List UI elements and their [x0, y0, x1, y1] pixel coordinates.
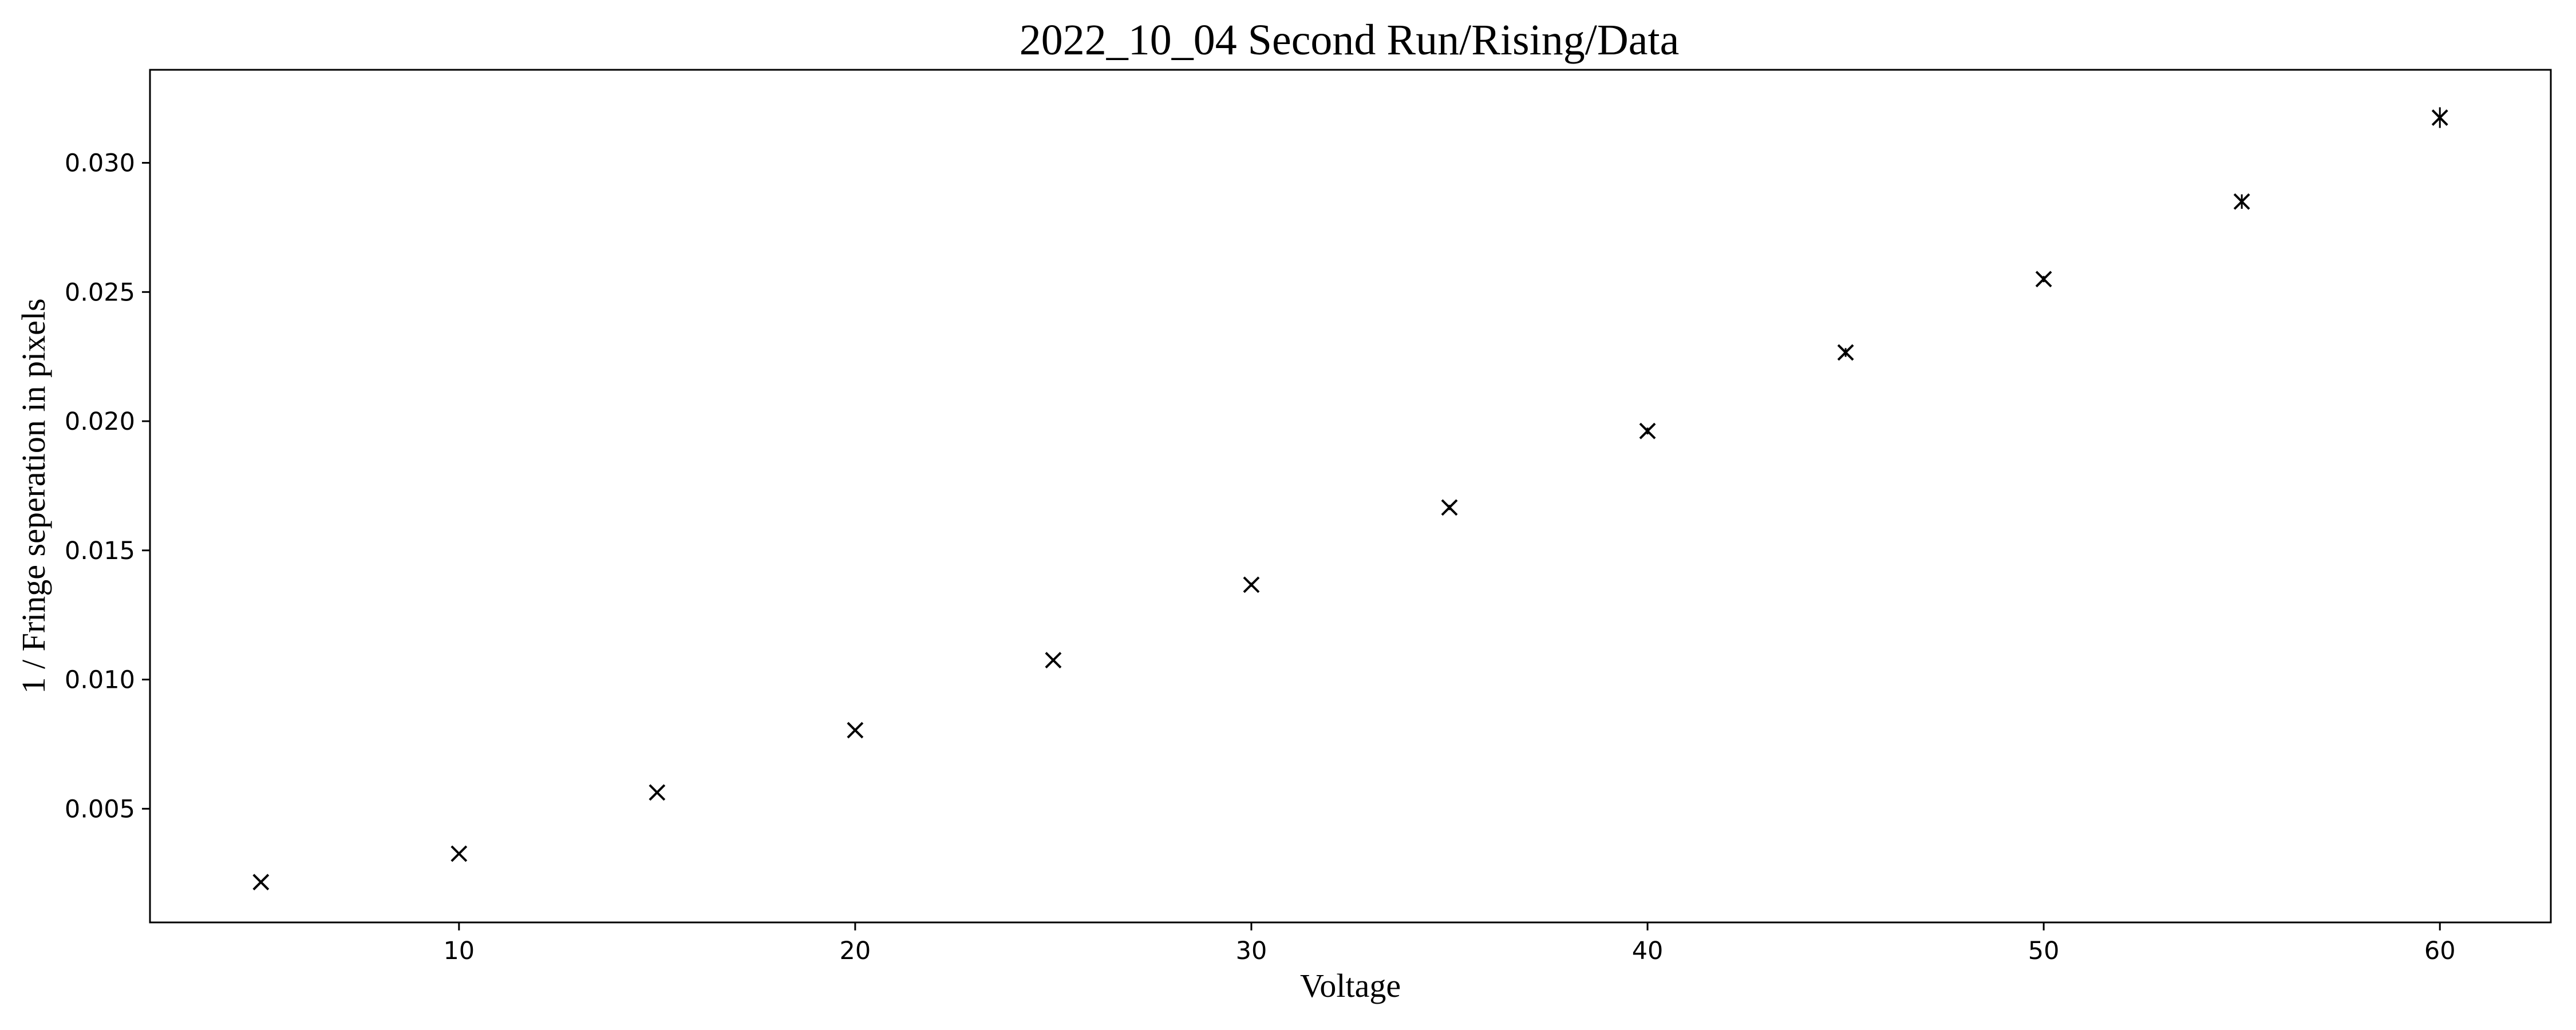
- data-point: [1441, 499, 1458, 516]
- x-marker: [1837, 344, 1854, 361]
- data-point: [1045, 652, 1062, 669]
- x-marker: [649, 784, 666, 801]
- y-tick-label: 0.020: [65, 407, 135, 436]
- data-point: [252, 874, 270, 890]
- x-marker: [252, 874, 270, 890]
- x-tick-label: 30: [1236, 937, 1267, 965]
- x-marker: [2431, 109, 2448, 126]
- data-point: [649, 784, 666, 801]
- x-tick-label: 50: [2028, 937, 2060, 965]
- x-axis: 10 20 30 40 50 60: [443, 922, 2456, 965]
- x-tick-label: 10: [443, 937, 475, 965]
- plot-area-frame: [149, 69, 2552, 924]
- x-marker: [1045, 652, 1062, 669]
- data-point: [1639, 422, 1656, 439]
- x-tick-label: 60: [2424, 937, 2456, 965]
- data-point: [2035, 271, 2052, 288]
- x-axis-label: Voltage: [1300, 967, 1401, 1004]
- data-point: [1837, 344, 1854, 361]
- data-point: [2431, 107, 2448, 128]
- x-marker: [451, 845, 468, 862]
- y-tick-label: 0.010: [65, 666, 135, 695]
- y-axis-label: 1 / Fringe seperation in pixels: [15, 298, 52, 694]
- x-marker: [847, 722, 864, 739]
- data-point: [451, 845, 468, 862]
- y-axis: 0.005 0.010 0.015 0.020 0.025 0.030: [65, 149, 150, 823]
- y-tick-label: 0.005: [65, 795, 135, 823]
- x-marker: [2233, 193, 2250, 210]
- y-tick-label: 0.015: [65, 537, 135, 565]
- x-marker: [1243, 576, 1260, 593]
- y-tick-label: 0.025: [65, 278, 135, 307]
- x-tick-label: 40: [1632, 937, 1664, 965]
- chart-title: 2022_10_04 Second Run/Rising/Data: [1020, 16, 1680, 64]
- x-marker: [1441, 499, 1458, 516]
- data-points: [252, 107, 2448, 890]
- data-point: [847, 722, 864, 739]
- data-point: [1243, 576, 1260, 593]
- x-tick-label: 20: [840, 937, 871, 965]
- x-marker: [1639, 422, 1656, 439]
- data-point: [2233, 193, 2250, 210]
- x-marker: [2035, 271, 2052, 288]
- y-tick-label: 0.030: [65, 149, 135, 178]
